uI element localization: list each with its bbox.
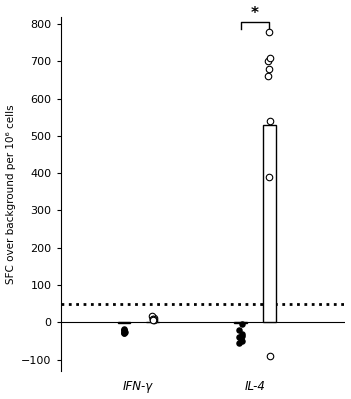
Point — [149, 312, 155, 319]
Point — [121, 330, 127, 336]
Point — [239, 336, 244, 342]
Point — [121, 326, 127, 333]
Point — [265, 73, 271, 79]
Point — [151, 316, 156, 322]
Point — [151, 314, 157, 321]
Point — [121, 327, 127, 334]
Point — [236, 340, 242, 346]
Point — [151, 317, 157, 324]
Point — [267, 55, 273, 61]
Point — [239, 331, 245, 338]
Point — [236, 326, 242, 333]
Bar — [263, 125, 276, 322]
Bar — [118, 322, 131, 323]
Point — [267, 118, 273, 124]
Point — [239, 338, 244, 344]
Point — [239, 321, 245, 327]
Point — [237, 334, 242, 340]
Point — [121, 330, 127, 337]
Point — [150, 317, 155, 323]
Point — [239, 333, 245, 340]
Point — [266, 174, 272, 180]
Point — [266, 28, 272, 35]
Point — [121, 329, 127, 335]
Point — [267, 353, 273, 359]
Bar — [234, 322, 247, 324]
Point — [150, 315, 155, 322]
Point — [121, 326, 127, 332]
Text: *: * — [251, 6, 259, 21]
Point — [265, 58, 271, 65]
Point — [267, 66, 272, 72]
Y-axis label: SFC over background per 10⁶ cells: SFC over background per 10⁶ cells — [6, 104, 15, 284]
Point — [122, 328, 127, 335]
